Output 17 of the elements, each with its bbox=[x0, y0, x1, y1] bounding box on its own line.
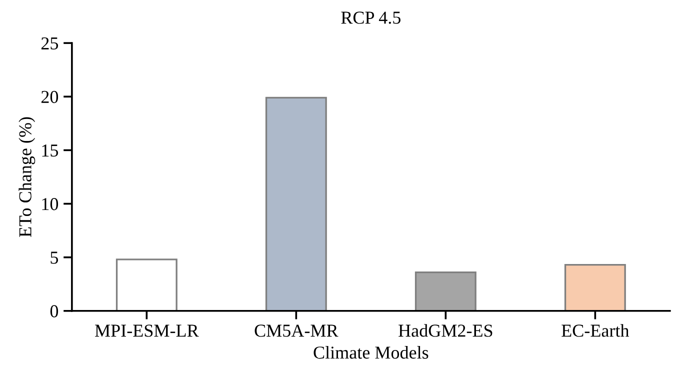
y-tick-label: 0 bbox=[50, 305, 58, 318]
bar bbox=[414, 271, 476, 311]
x-tick-label: EC-Earth bbox=[562, 324, 630, 337]
y-tick-label: 5 bbox=[50, 252, 58, 264]
bar bbox=[564, 264, 626, 311]
y-axis-title: ETo Change (%) bbox=[18, 117, 36, 237]
bar bbox=[116, 258, 178, 311]
y-tick-label: 15 bbox=[42, 144, 58, 157]
x-tick-label: MPI-ESM-LR bbox=[95, 324, 199, 337]
x-tick-label: CM5A-MR bbox=[254, 324, 338, 337]
y-tick-label: 20 bbox=[41, 90, 58, 104]
y-tick-label: 25 bbox=[41, 37, 58, 50]
x-tick-label: HadGM2-ES bbox=[398, 324, 492, 337]
y-tick-label: 10 bbox=[42, 198, 58, 210]
chart-title: RCP 4.5 bbox=[341, 12, 400, 24]
x-axis-title: Climate Models bbox=[314, 346, 428, 359]
bar bbox=[265, 96, 327, 311]
